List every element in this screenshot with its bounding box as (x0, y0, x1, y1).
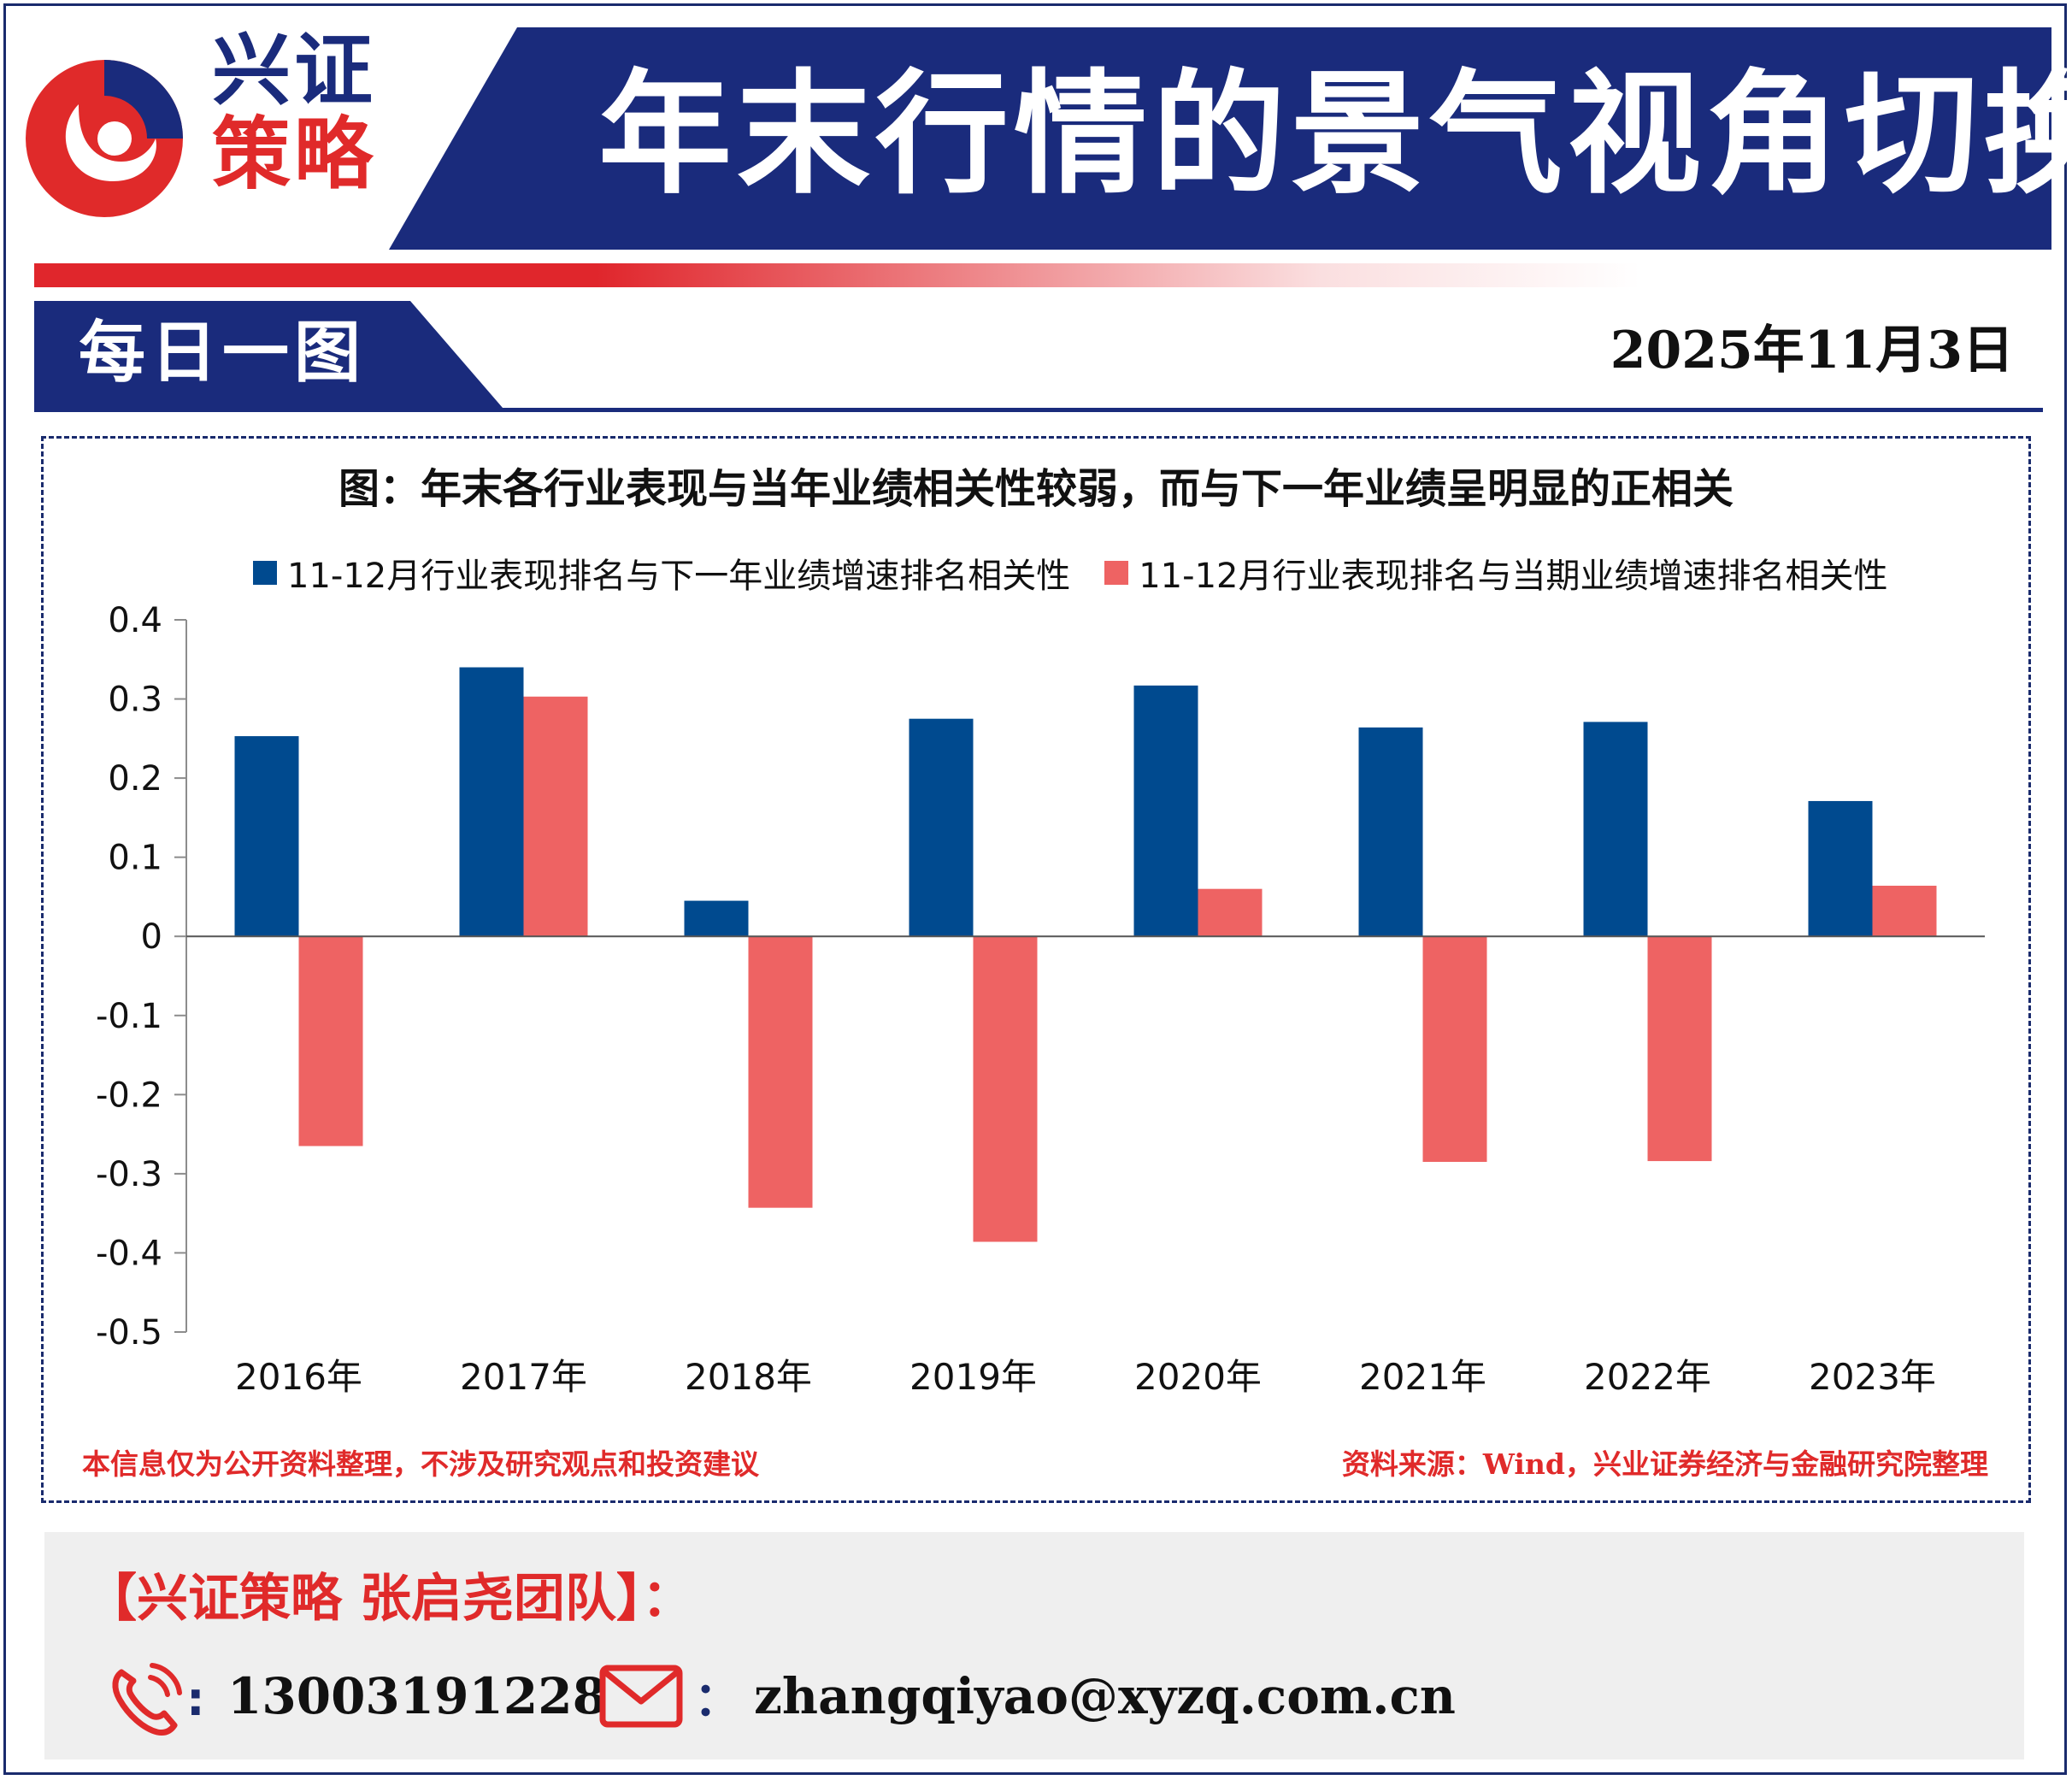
chart-legend: 11-12月行业表现排名与下一年业绩增速排名相关性 11-12月行业表现排名与当… (253, 547, 1922, 598)
source-note: 资料来源：Wind，兴业证券经济与金融研究院整理 (1341, 1447, 1988, 1481)
legend-label-next-year: 11-12月行业表现排名与下一年业绩增速排名相关性 (287, 557, 1071, 596)
main-title: 年末行情的景气视角切换 (598, 56, 2072, 212)
subhead-banner (34, 301, 2043, 412)
email-address[interactable]: zhangqiyao@xyzq.com.cn (754, 1667, 1456, 1725)
brand-name-line1: 兴证 (212, 24, 377, 116)
legend-item-current-year: 11-12月行业表现排名与当期业绩增速排名相关性 (1104, 548, 1887, 598)
phone-colon: : (186, 1672, 205, 1726)
contact-footer (44, 1532, 2024, 1759)
legend-swatch-red (1104, 561, 1129, 585)
disclaimer-note: 本信息仅为公开资料整理，不涉及研究观点和投资建议 (82, 1447, 759, 1481)
title-banner (389, 27, 2051, 250)
accent-bar (34, 263, 1641, 287)
chart-title: 图：年末各行业表现与当年业绩相关性较弱，而与下一年业绩呈明显的正相关 (338, 465, 1734, 513)
phone-number[interactable]: 13003191228 (227, 1667, 607, 1725)
team-label: 【兴证策略 张启尧团队】： (85, 1569, 693, 1629)
page-frame (3, 3, 2067, 1775)
legend-item-next-year: 11-12月行业表现排名与下一年业绩增速排名相关性 (253, 548, 1070, 598)
email-icon (599, 1665, 683, 1728)
brand-name-line2: 策略 (212, 108, 377, 200)
daily-chart-label: 每日一图 (79, 314, 367, 392)
legend-label-current-year: 11-12月行业表现排名与当期业绩增速排名相关性 (1139, 557, 1888, 596)
email-colon: ： (694, 1672, 740, 1726)
report-date: 2025年11月3日 (1610, 321, 2014, 380)
chart-panel (41, 436, 2031, 1503)
xingzheng-logo-icon (26, 60, 183, 217)
legend-swatch-blue (253, 561, 277, 585)
phone-icon (112, 1663, 182, 1736)
